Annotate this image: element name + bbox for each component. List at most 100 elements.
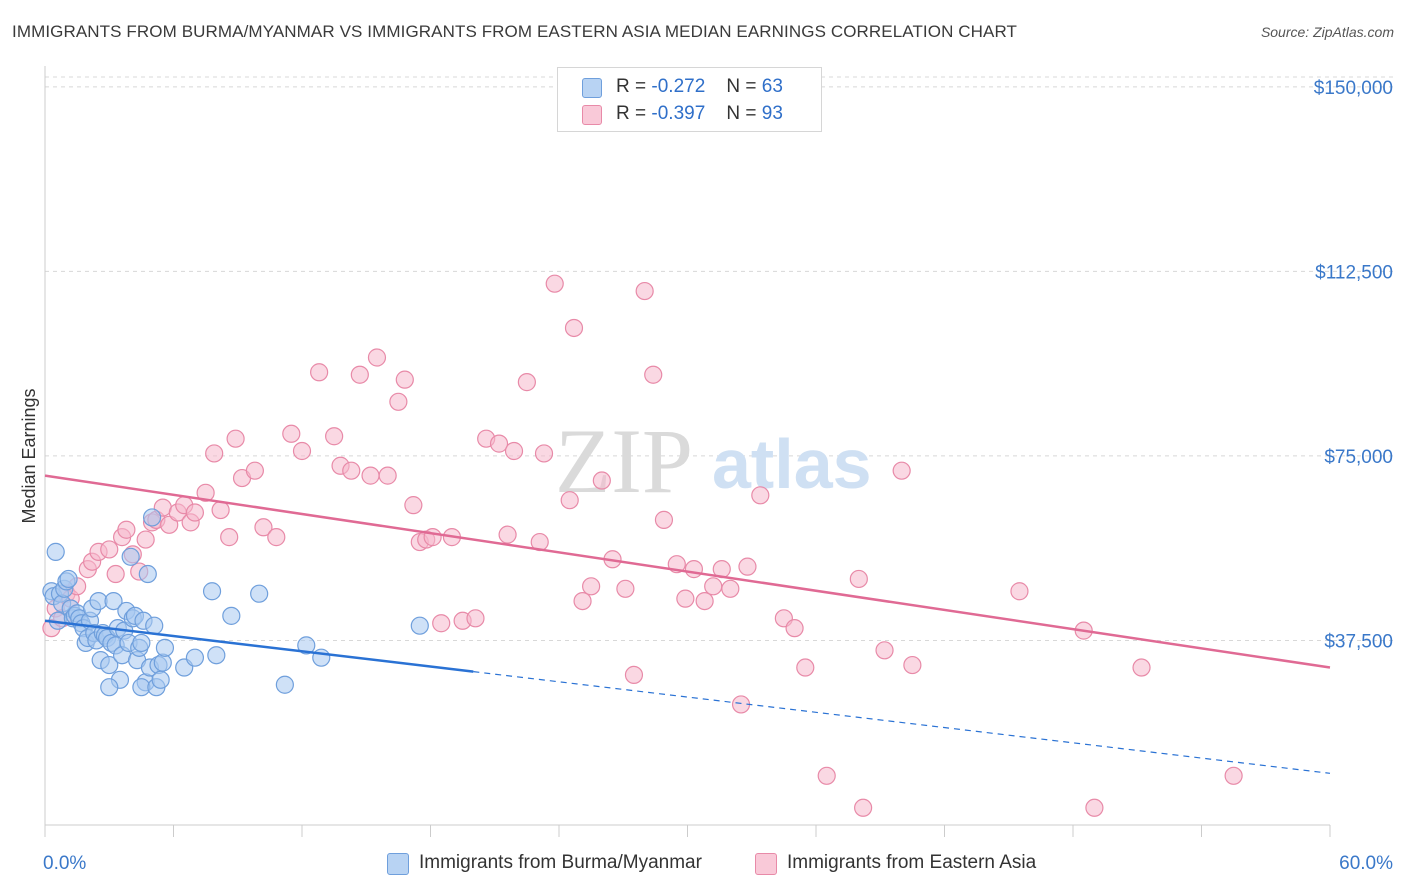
point-eastern-asia	[466, 609, 485, 628]
trend-layer	[44, 474, 1331, 774]
point-eastern-asia	[849, 569, 868, 589]
point-eastern-asia	[564, 318, 584, 338]
watermark-atlas: atlas	[712, 425, 872, 503]
point-burma	[59, 569, 78, 589]
correlation-legend: R = -0.272 N = 63 R = -0.397 N = 93	[557, 67, 822, 132]
point-eastern-asia	[292, 441, 312, 461]
legend-swatch-eastern-asia	[582, 105, 602, 125]
point-eastern-asia	[404, 496, 423, 515]
point-eastern-asia	[1224, 766, 1243, 785]
point-eastern-asia	[903, 655, 922, 675]
label-layer: $37,500 $75,000 $112,500 $150,000 0.0% 60.0% M…	[19, 78, 1393, 874]
trend-line-burma	[44, 619, 474, 673]
point-eastern-asia	[582, 577, 601, 596]
point-eastern-asia	[1010, 582, 1029, 601]
point-eastern-asia	[226, 429, 245, 448]
point-eastern-asia	[196, 483, 215, 502]
y-axis-title: Median Earnings	[19, 388, 39, 523]
point-burma	[155, 638, 175, 657]
point-eastern-asia	[624, 665, 644, 685]
grid-layer	[45, 76, 1395, 641]
point-eastern-asia	[704, 577, 723, 596]
y-tick-label: $75,000	[1324, 447, 1393, 468]
point-burma	[104, 591, 123, 611]
point-eastern-asia	[211, 500, 230, 520]
point-eastern-asia	[350, 365, 369, 384]
x-tick-label: 0.0%	[43, 853, 86, 874]
axis-layer	[44, 66, 1331, 837]
point-burma	[151, 670, 170, 689]
point-eastern-asia	[517, 373, 536, 392]
point-burma	[275, 675, 294, 694]
legend-swatch-burma	[582, 78, 602, 98]
legend-r-label: R =	[616, 103, 647, 124]
point-eastern-asia	[100, 540, 119, 559]
legend-n-label: N =	[726, 103, 757, 124]
point-burma	[132, 633, 151, 653]
point-burma	[100, 655, 119, 675]
point-eastern-asia	[751, 486, 770, 505]
point-eastern-asia	[504, 441, 524, 461]
legend-text-burma: R = -0.272 N = 63	[616, 76, 783, 98]
point-burma	[142, 508, 162, 527]
point-eastern-asia	[684, 560, 704, 579]
x-tick-label: 60.0%	[1339, 853, 1393, 874]
point-burma	[185, 648, 205, 667]
point-eastern-asia	[267, 528, 286, 547]
point-eastern-asia	[560, 491, 579, 510]
point-eastern-asia	[389, 392, 408, 411]
point-eastern-asia	[498, 525, 517, 544]
point-eastern-asia	[205, 444, 224, 463]
legend-n-value-burma: 63	[761, 76, 783, 97]
point-eastern-asia	[361, 466, 380, 485]
y-tick-label: $112,500	[1315, 262, 1393, 283]
point-eastern-asia	[395, 370, 414, 389]
point-burma	[222, 606, 241, 625]
point-burma	[202, 582, 222, 601]
point-burma	[250, 584, 269, 603]
legend-text-eastern-asia: R = -0.397 N = 93	[616, 103, 783, 125]
point-eastern-asia	[695, 591, 714, 611]
point-eastern-asia	[432, 614, 451, 633]
point-burma	[100, 678, 119, 697]
point-eastern-asia	[254, 518, 273, 537]
legend-r-value-burma: -0.272	[651, 76, 706, 97]
point-eastern-asia	[676, 589, 695, 608]
legend-n-value-eastern-asia: 93	[761, 103, 783, 124]
point-eastern-asia	[635, 281, 654, 301]
point-eastern-asia	[310, 363, 329, 382]
point-eastern-asia	[489, 434, 509, 453]
point-eastern-asia	[325, 427, 344, 446]
point-eastern-asia	[785, 619, 804, 638]
point-burma	[410, 616, 429, 635]
point-eastern-asia	[875, 641, 894, 660]
legend-r-value-eastern-asia: -0.397	[651, 103, 706, 124]
point-burma	[207, 646, 226, 665]
point-eastern-asia	[616, 579, 635, 598]
bottom-legend-label-eastern-asia: Immigrants from Eastern Asia	[787, 852, 1037, 873]
point-eastern-asia	[644, 365, 663, 384]
point-eastern-asia	[106, 564, 125, 584]
point-eastern-asia	[342, 461, 361, 480]
point-eastern-asia	[367, 348, 387, 367]
bottom-legend-swatch-burma	[387, 853, 409, 875]
point-eastern-asia	[423, 528, 442, 547]
point-eastern-asia	[282, 424, 301, 443]
points-layer	[42, 274, 1243, 817]
watermark-zip: ZIP	[555, 410, 693, 512]
point-eastern-asia	[738, 557, 757, 576]
point-eastern-asia	[654, 510, 674, 529]
watermark: ZIP atlas	[555, 410, 872, 512]
y-tick-label: $150,000	[1314, 78, 1393, 99]
trend-line-burma-projection	[473, 671, 1331, 774]
point-eastern-asia	[817, 766, 836, 785]
point-eastern-asia	[534, 444, 554, 463]
point-eastern-asia	[1085, 798, 1104, 817]
point-eastern-asia	[136, 530, 155, 549]
point-burma	[138, 564, 157, 584]
trend-line-eastern-asia	[44, 474, 1331, 669]
bottom-legend-label-burma: Immigrants from Burma/Myanmar	[419, 852, 702, 873]
point-eastern-asia	[592, 471, 611, 490]
source-credit: Source: ZipAtlas.com	[1260, 24, 1394, 40]
y-tick-label: $37,500	[1324, 631, 1393, 652]
